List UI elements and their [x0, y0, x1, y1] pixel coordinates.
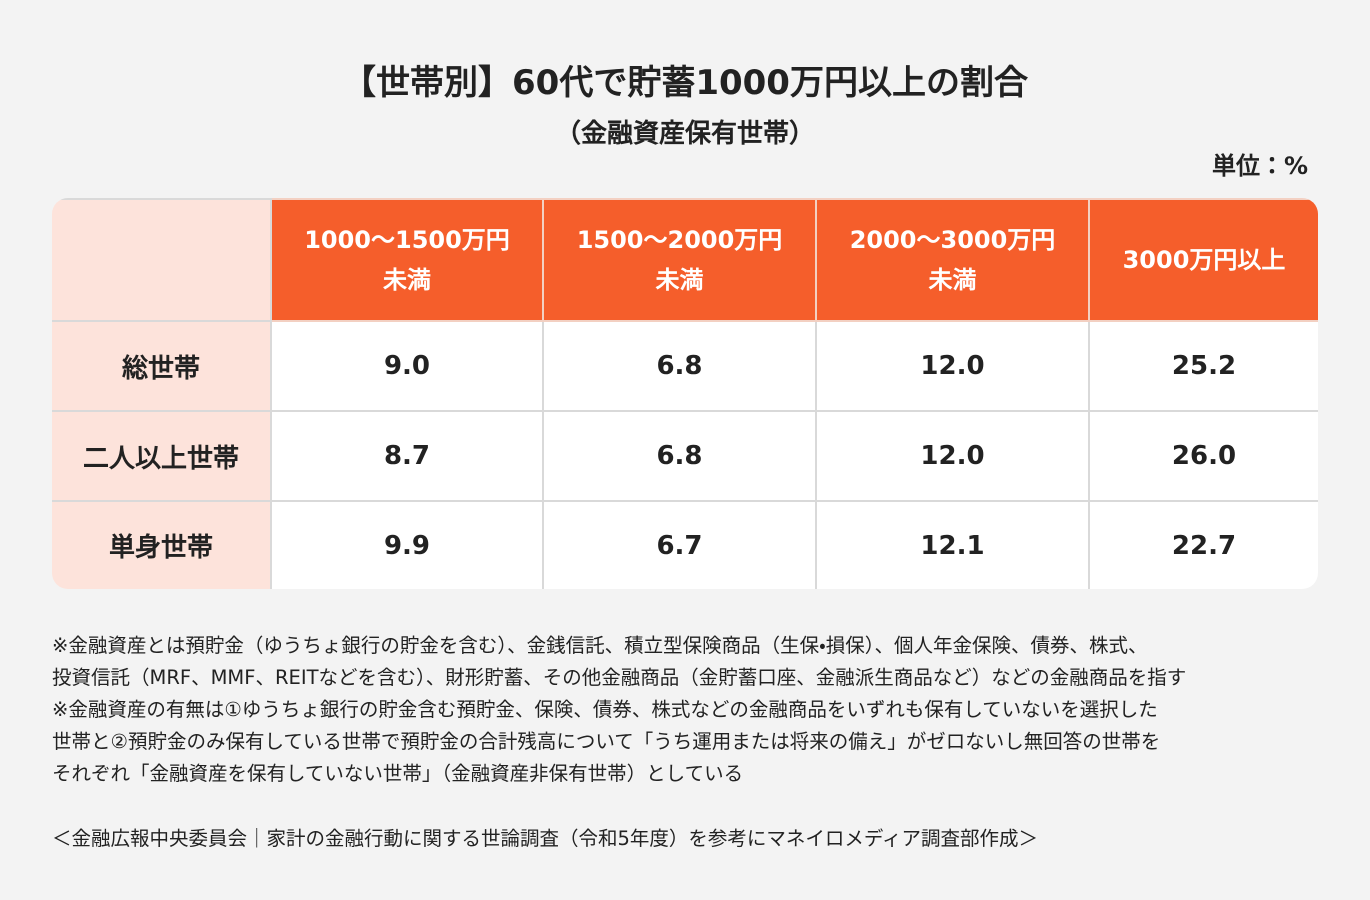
title: 【世帯別】60代で貯蓄1000万円以上の割合 [342, 63, 1028, 103]
cell: 6.7 [542, 500, 817, 589]
cell: 12.0 [815, 320, 1090, 412]
cell: 26.0 [1088, 410, 1318, 502]
notes: ※金融資産とは預貯金（ゆうちょ銀行の貯金を含む）、金銭信託、積立型保険商品（生保… [52, 630, 1186, 790]
row-label: 単身世帯 [52, 500, 272, 589]
cell: 9.0 [270, 320, 544, 412]
table: 1000～1500万円 未満 1500～2000万円 未満 2000～3000万円 未満 3… [52, 198, 1318, 589]
column-header-line: 2000～3000万円 [849, 226, 1056, 254]
column-header: 3000万円以上 [1088, 198, 1318, 322]
header-row: 1000～1500万円 未満 1500～2000万円 未満 2000～3000万円 未満 3… [52, 198, 1318, 322]
column-header-line: 3000万円以上 [1122, 246, 1286, 274]
cell: 25.2 [1088, 320, 1318, 412]
cell: 6.8 [542, 410, 817, 502]
unit: 単位：% [1211, 152, 1308, 180]
subtitle: （金融資産保有世帯） [554, 119, 815, 149]
note-line: ※金融資産とは預貯金（ゆうちょ銀行の貯金を含む）、金銭信託、積立型保険商品（生保… [52, 634, 1148, 657]
cell: 9.9 [270, 500, 544, 589]
cell: 8.7 [270, 410, 544, 502]
column-header-line: 1500～2000万円 [576, 226, 783, 254]
table-row: 単身世帯 9.9 6.7 12.1 22.7 [52, 500, 1318, 589]
column-header-line: 未満 [928, 266, 977, 294]
note-line: ※金融資産の有無は①ゆうちょ銀行の貯金含む預貯金、保険、債券、株式などの金融商品… [52, 698, 1158, 721]
table-row: 二人以上世帯 8.7 6.8 12.0 26.0 [52, 410, 1318, 502]
column-header: 1000～1500万円 未満 [270, 198, 544, 322]
corner-cell [52, 198, 272, 322]
column-header: 2000～3000万円 未満 [815, 198, 1090, 322]
cell: 12.1 [815, 500, 1090, 589]
note-line: 世帯と②預貯金のみ保有している世帯で預貯金の合計残高について「うち運用または将来… [52, 730, 1161, 753]
cell: 6.8 [542, 320, 817, 412]
row-label: 総世帯 [52, 320, 272, 412]
note-line: 投資信託（MRF、MMF、REITなどを含む）、財形貯蓄、その他金融商品（金貯蓄… [52, 666, 1187, 689]
column-header: 1500～2000万円 未満 [542, 198, 817, 322]
source: ＜金融広報中央委員会｜家計の金融行動に関する世論調査（令和5年度）を参考にマネイ… [52, 827, 1039, 850]
note-line: それぞれ「金融資産を保有していない世帯」（金融資産非保有世帯）としている [52, 762, 744, 785]
cell: 12.0 [815, 410, 1090, 502]
column-header-line: 1000～1500万円 [304, 226, 510, 254]
table-row: 総世帯 9.0 6.8 12.0 25.2 [52, 320, 1318, 412]
row-label: 二人以上世帯 [52, 410, 272, 502]
cell: 22.7 [1088, 500, 1318, 589]
column-header-line: 未満 [655, 266, 704, 294]
column-header-line: 未満 [383, 266, 431, 294]
